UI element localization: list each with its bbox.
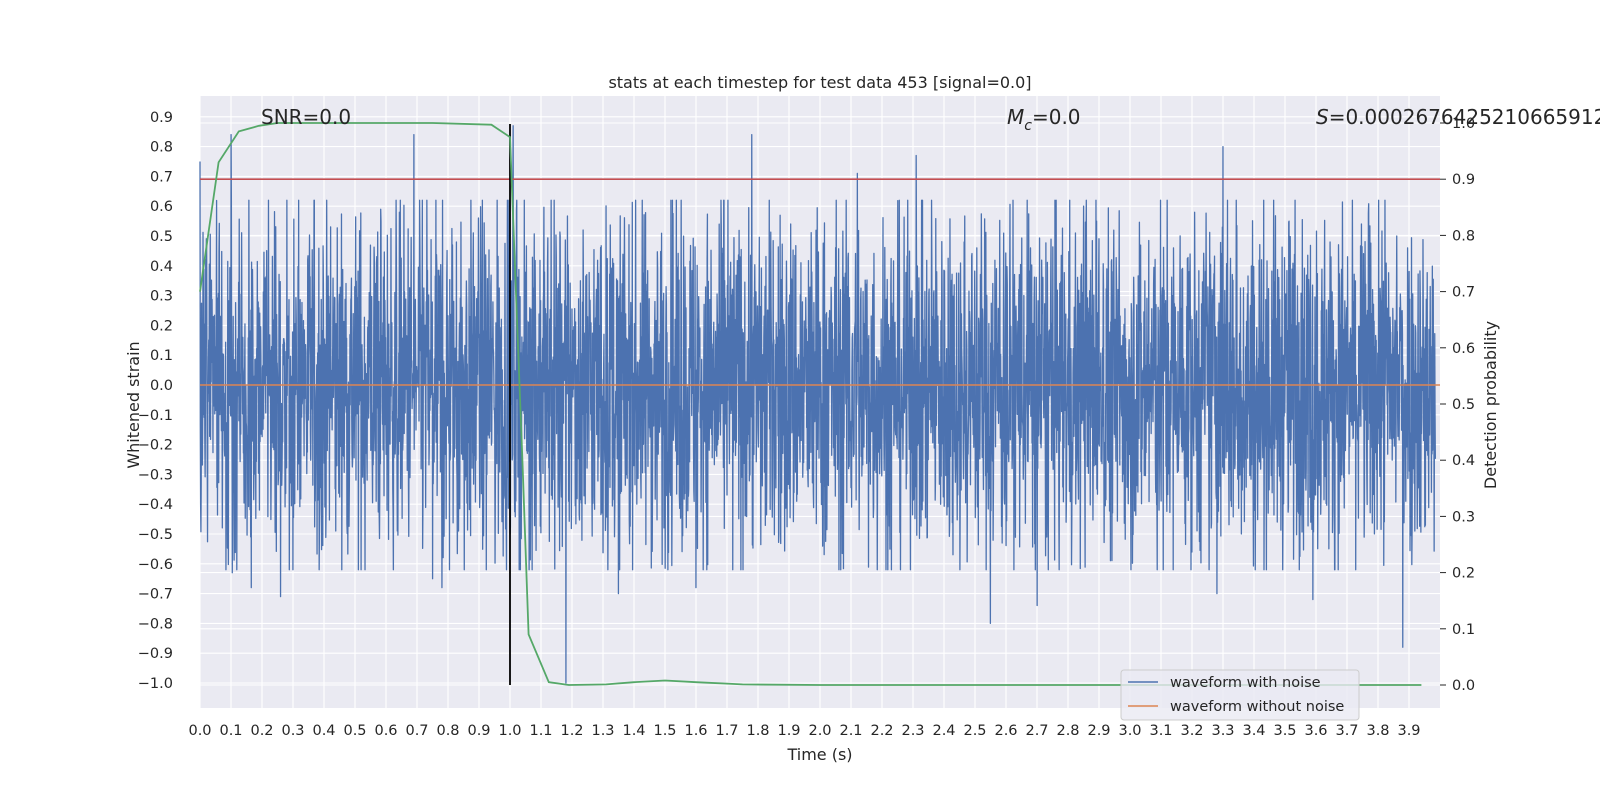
y-tick-label: 0.5	[150, 229, 173, 245]
x-tick-label: 0.7	[405, 723, 428, 739]
chart-title: stats at each timestep for test data 453…	[608, 73, 1031, 92]
y2-tick-labels: 1.0 0.9 0.8 0.7 0.6 0.5 0.4 0.3 0.2 0.1 0.0	[1440, 116, 1475, 694]
y-tick-label: −0.3	[138, 467, 173, 483]
x-tick-label: 2.6	[994, 723, 1017, 739]
x-tick-label: 2.5	[963, 723, 986, 739]
x-tick-label: 2.2	[870, 723, 893, 739]
y2-tick-label: 0.4	[1452, 453, 1475, 469]
x-tick-label: 1.2	[560, 723, 583, 739]
x-tick-label: 3.6	[1304, 723, 1327, 739]
y2-tick-label: 0.9	[1452, 172, 1475, 188]
x-tick-label: 3.8	[1366, 723, 1389, 739]
y2-tick-label: 0.6	[1452, 341, 1475, 357]
x-tick-label: 3.3	[1211, 723, 1234, 739]
y2-tick-label: 1.0	[1452, 116, 1475, 132]
legend-label-noise: waveform with noise	[1170, 675, 1321, 691]
y-tick-label: 0.0	[150, 378, 173, 394]
x-tick-label: 1.1	[529, 723, 552, 739]
chirp-mass-value: =0.0	[1032, 105, 1081, 129]
legend: waveform with noise waveform without noi…	[1120, 669, 1360, 721]
y-tick-label: −1.0	[138, 676, 173, 692]
s-value: =0.00026764252106659126	[1329, 105, 1600, 129]
x-tick-label: 3.5	[1273, 723, 1296, 739]
y2-tick-label: 0.7	[1452, 285, 1475, 301]
y-tick-label: −0.8	[138, 616, 173, 632]
x-tick-label: 2.3	[901, 723, 924, 739]
y-tick-label: 0.7	[150, 169, 173, 185]
x-tick-label: 3.0	[1118, 723, 1141, 739]
y-axis-label: Whitened strain	[124, 341, 143, 468]
y-tick-label: −0.1	[138, 408, 173, 424]
y-tick-label: 0.3	[150, 289, 173, 305]
y-tick-label: 0.2	[150, 318, 173, 334]
y-tick-label: 0.8	[150, 140, 173, 156]
chirp-mass-subscript: c	[1024, 118, 1032, 134]
s-annotation: S=0.00026764252106659126	[1316, 105, 1600, 129]
chirp-mass-symbol: M	[1007, 105, 1024, 129]
x-tick-label: 2.1	[839, 723, 862, 739]
x-tick-label: 2.9	[1087, 723, 1110, 739]
y-tick-label: 0.4	[150, 259, 173, 275]
y-tick-label: 0.9	[150, 110, 173, 126]
x-tick-label: 2.4	[932, 723, 955, 739]
plot-series	[199, 122, 1440, 686]
y2-tick-label: 0.8	[1452, 228, 1475, 244]
y-tick-labels: 0.9 0.8 0.7 0.6 0.5 0.4 0.3 0.2 0.1 0.0 −0.1 −0.2 −0…	[138, 110, 173, 692]
x-tick-label: 0.6	[374, 723, 397, 739]
snr-annotation: SNR=0.0	[261, 105, 351, 129]
legend-label-clean: waveform without noise	[1170, 699, 1344, 715]
x-tick-label: 1.5	[653, 723, 676, 739]
chirp-mass-annotation: Mc=0.0	[1007, 105, 1081, 134]
y-tick-label: −0.5	[138, 527, 173, 543]
y2-axis-label: Detection probability	[1481, 321, 1500, 489]
x-tick-label: 1.6	[684, 723, 707, 739]
x-tick-label: 1.9	[777, 723, 800, 739]
x-tick-label: 0.0	[188, 723, 211, 739]
x-tick-label: 2.0	[808, 723, 831, 739]
y-tick-label: −0.4	[138, 497, 173, 513]
y-tick-label: 0.6	[150, 199, 173, 215]
x-tick-label: 1.7	[715, 723, 738, 739]
series-detection-probability	[199, 122, 1422, 686]
x-tick-label: 0.9	[467, 723, 490, 739]
x-tick-label: 0.3	[281, 723, 304, 739]
x-tick-label: 3.1	[1149, 723, 1172, 739]
x-tick-label: 2.8	[1056, 723, 1079, 739]
y2-tick-label: 0.5	[1452, 397, 1475, 413]
x-tick-label: 1.0	[498, 723, 521, 739]
x-tick-label: 3.7	[1335, 723, 1358, 739]
series-waveform-with-noise	[199, 125, 1436, 684]
x-tick-labels: 0.0 0.1 0.2 0.3 0.4 0.5 0.6 0.7 0.8 0.9 1.0 1.1 1.2 1…	[188, 723, 1420, 739]
x-tick-label: 0.4	[312, 723, 335, 739]
legend-box	[1120, 669, 1360, 721]
x-tick-label: 3.9	[1397, 723, 1420, 739]
y-tick-label: −0.9	[138, 646, 173, 662]
x-tick-label: 3.4	[1242, 723, 1265, 739]
y-tick-label: 0.1	[150, 348, 173, 364]
x-tick-label: 1.4	[622, 723, 645, 739]
x-tick-label: 0.2	[250, 723, 273, 739]
x-tick-label: 3.2	[1180, 723, 1203, 739]
x-axis-label: Time (s)	[786, 745, 852, 764]
y-tick-label: −0.7	[138, 587, 173, 603]
s-symbol: S	[1316, 105, 1329, 129]
y2-tick-label: 0.3	[1452, 509, 1475, 525]
x-tick-label: 0.5	[343, 723, 366, 739]
x-tick-label: 2.7	[1025, 723, 1048, 739]
y-tick-label: −0.2	[138, 438, 173, 454]
x-tick-label: 0.8	[436, 723, 459, 739]
y2-tick-label: 0.2	[1452, 566, 1475, 582]
x-tick-label: 1.3	[591, 723, 614, 739]
x-tick-label: 1.8	[746, 723, 769, 739]
y-tick-label: −0.6	[138, 557, 173, 573]
x-tick-label: 0.1	[219, 723, 242, 739]
y2-tick-label: 0.0	[1452, 678, 1475, 694]
y2-tick-label: 0.1	[1452, 622, 1475, 638]
